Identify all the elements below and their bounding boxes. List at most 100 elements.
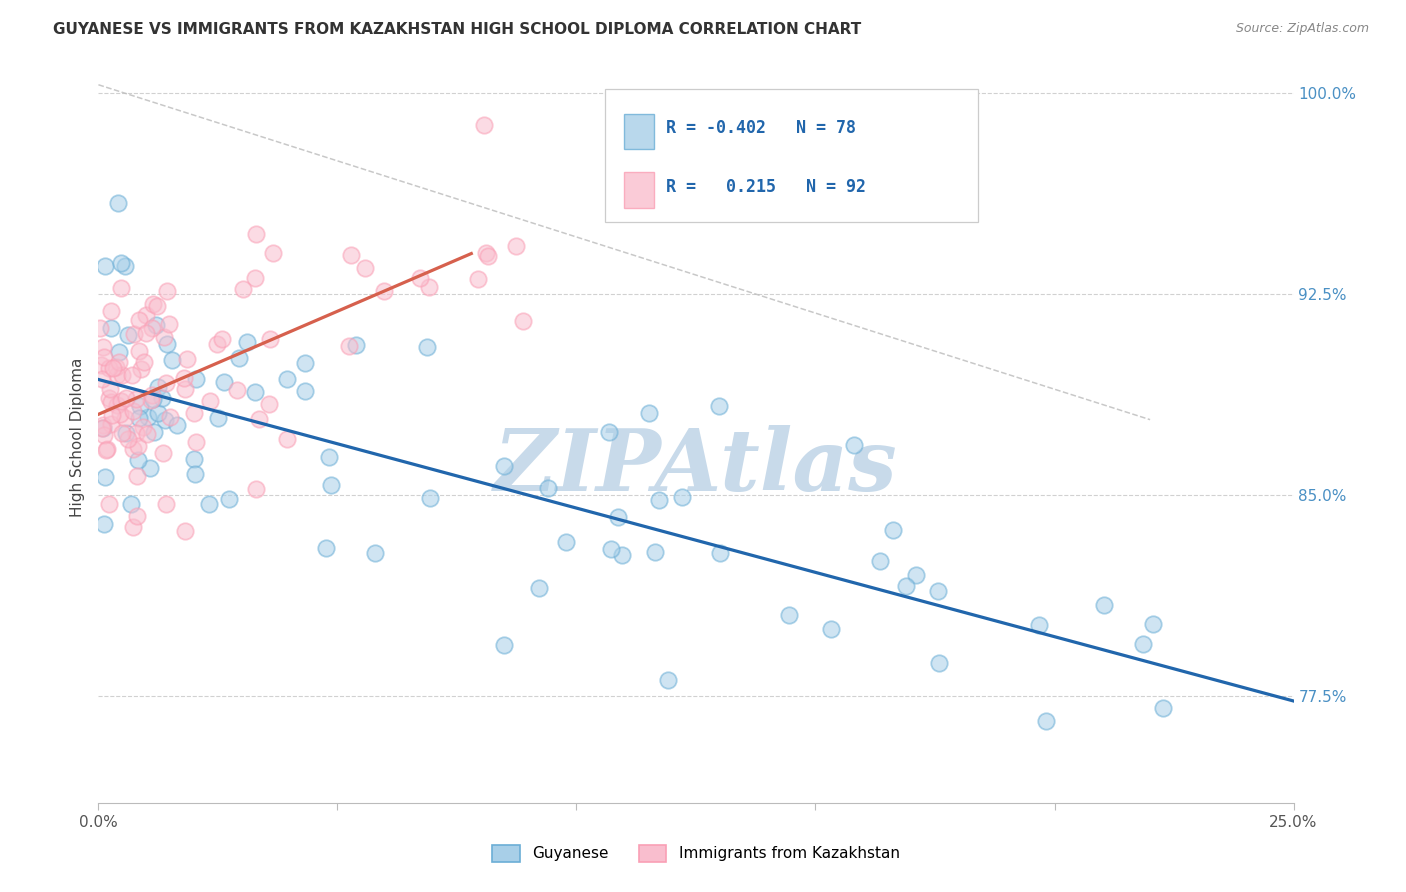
Point [101, 409, 124, 423]
Point [243, 384, 266, 399]
Point [145, 318, 167, 333]
Point [107, 196, 129, 211]
Point [262, 246, 284, 260]
Point [339, 247, 361, 261]
Point [321, 478, 343, 492]
Point [105, 368, 128, 382]
Point [156, 285, 179, 299]
Point [344, 337, 367, 351]
Point [111, 425, 134, 440]
Point [127, 469, 149, 483]
Text: R =   0.215   N = 92: R = 0.215 N = 92 [666, 178, 866, 195]
Point [125, 425, 148, 440]
Point [416, 341, 439, 355]
Point [98, 360, 121, 375]
Point [527, 581, 550, 595]
Point [117, 433, 139, 447]
Point [156, 337, 179, 351]
Point [108, 407, 131, 421]
Point [93, 350, 115, 364]
Point [337, 339, 360, 353]
Point [128, 410, 150, 425]
Point [842, 438, 865, 452]
Point [245, 482, 267, 496]
Point [93, 428, 115, 442]
Point [128, 399, 150, 413]
Point [146, 406, 169, 420]
Point [869, 553, 891, 567]
Point [141, 387, 163, 401]
Point [232, 282, 254, 296]
Point [117, 327, 139, 342]
Point [276, 433, 298, 447]
Point [607, 510, 630, 524]
Point [173, 371, 195, 385]
Point [94, 259, 117, 273]
Point [183, 406, 205, 420]
Point [135, 426, 157, 441]
Point [709, 546, 731, 560]
Point [419, 491, 441, 505]
Point [512, 314, 534, 328]
Point [1132, 636, 1154, 650]
Point [409, 270, 432, 285]
Text: R = -0.402   N = 78: R = -0.402 N = 78 [666, 120, 856, 137]
Point [474, 246, 496, 260]
Point [214, 375, 236, 389]
Point [105, 359, 128, 374]
Point [91, 421, 114, 435]
Point [505, 239, 527, 253]
Point [94, 470, 117, 484]
Point [1092, 598, 1115, 612]
Point [183, 452, 205, 467]
Point [707, 399, 730, 413]
Point [1035, 714, 1057, 728]
Point [554, 535, 576, 549]
Point [218, 491, 240, 506]
Point [657, 673, 679, 687]
Point [294, 356, 316, 370]
Point [472, 118, 495, 132]
Point [318, 450, 340, 465]
Point [186, 434, 208, 449]
Point [896, 579, 918, 593]
Point [91, 421, 114, 435]
Point [211, 332, 233, 346]
Point [186, 372, 208, 386]
Point [166, 417, 188, 432]
Point [132, 355, 155, 369]
Point [142, 392, 165, 406]
Point [141, 321, 163, 335]
Point [257, 397, 280, 411]
Point [100, 417, 122, 431]
Point [110, 255, 132, 269]
Point [110, 393, 132, 408]
Point [176, 351, 198, 366]
Point [173, 383, 195, 397]
Point [128, 344, 150, 359]
Point [152, 330, 174, 344]
Point [373, 284, 395, 298]
Point [671, 490, 693, 504]
Point [155, 376, 177, 390]
Point [122, 442, 145, 456]
Point [598, 425, 620, 439]
Point [96, 442, 118, 456]
Point [125, 509, 148, 524]
Point [143, 425, 166, 440]
Point [114, 411, 136, 425]
Point [148, 380, 170, 394]
Point [105, 398, 128, 412]
Point [157, 318, 180, 332]
Point [125, 392, 148, 407]
Point [93, 516, 115, 531]
Point [294, 384, 316, 398]
Point [96, 443, 118, 458]
Point [98, 496, 121, 510]
Point [115, 425, 138, 440]
Legend: Guyanese, Immigrants from Kazakhstan: Guyanese, Immigrants from Kazakhstan [486, 838, 905, 868]
Point [121, 519, 143, 533]
Point [152, 446, 174, 460]
Point [108, 344, 131, 359]
Point [136, 409, 159, 424]
